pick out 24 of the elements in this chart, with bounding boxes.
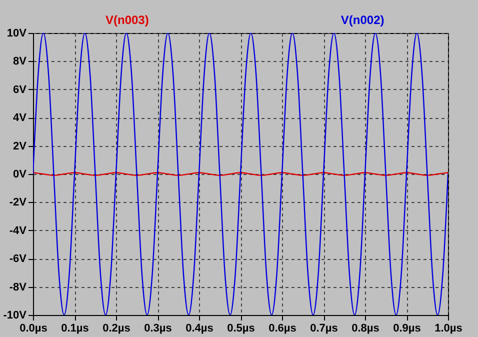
x-tick-label: 0.8µs (352, 322, 380, 334)
x-tick-label: 0.7µs (310, 322, 338, 334)
x-tick-label: 0.4µs (186, 322, 214, 334)
y-tick-label: -2V (9, 196, 28, 209)
y-tick-label: 6V (13, 84, 28, 96)
y-tick-label: 10V (6, 28, 28, 40)
y-tick-label: 4V (13, 112, 28, 124)
y-tick-label: -8V (9, 281, 28, 294)
x-tick-label: 0.3µs (144, 322, 172, 334)
x-tick-label: 0.9µs (393, 322, 421, 334)
y-tick-label: -4V (9, 224, 28, 237)
x-tick-label: 0.1µs (61, 322, 89, 334)
text: V(n003) (105, 13, 149, 27)
y-tick-label: 2V (13, 140, 28, 152)
series-label: V(n002) (340, 13, 384, 27)
y-tick-label: -6V (9, 253, 28, 266)
y-tick-label: 8V (13, 56, 28, 68)
x-tick-label: 0.0µs (20, 322, 48, 334)
x-tick-label: 1.0µs (434, 322, 462, 334)
x-tick-label: 0.5µs (227, 322, 255, 334)
x-tick-label: 0.2µs (102, 322, 130, 334)
y-tick-label: 0V (13, 168, 28, 180)
y-tick-label: -10V (3, 310, 28, 322)
x-tick-label: 0.6µs (268, 322, 296, 334)
